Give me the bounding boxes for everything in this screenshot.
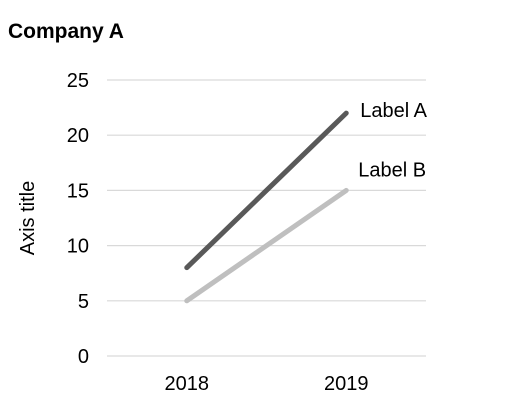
y-tick-label: 20 <box>67 125 89 147</box>
y-tick-label: 15 <box>67 180 89 202</box>
y-tick-label: 5 <box>78 291 89 313</box>
series-labels: Label A Label B <box>358 100 427 181</box>
series-line-b <box>184 187 349 304</box>
series-label: Label B <box>358 159 426 181</box>
series-line-a <box>184 110 349 271</box>
y-axis-title: Axis title <box>17 181 39 255</box>
y-axis-ticks: 0 5 10 15 20 25 <box>67 70 89 368</box>
series-group <box>184 110 349 304</box>
y-tick-label: 10 <box>67 236 89 258</box>
y-tick-label: 25 <box>67 70 89 92</box>
x-tick-label: 2018 <box>165 373 210 395</box>
x-tick-label: 2019 <box>324 373 369 395</box>
chart-title: Company A <box>8 20 124 43</box>
y-tick-label: 0 <box>78 346 89 368</box>
x-axis-ticks: 2018 2019 <box>165 373 369 395</box>
series-label: Label A <box>360 100 427 122</box>
